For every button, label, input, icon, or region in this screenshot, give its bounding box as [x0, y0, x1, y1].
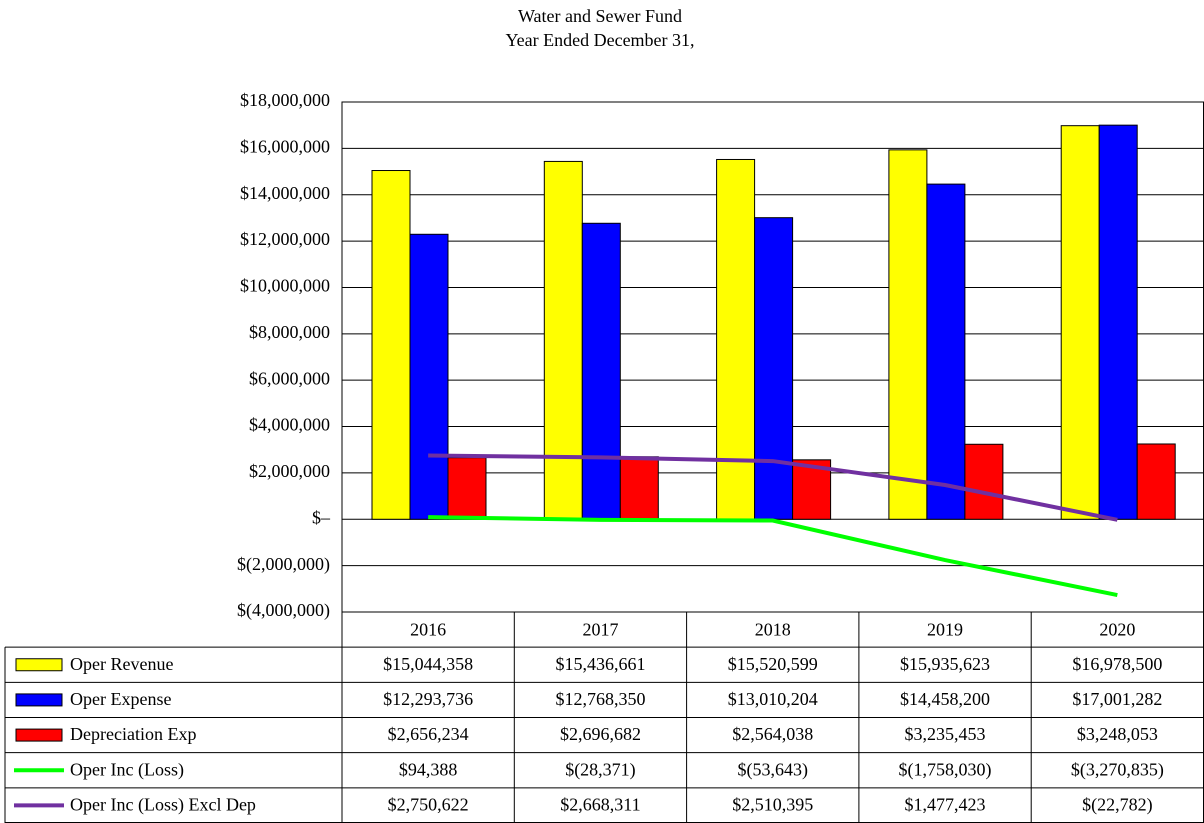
bar: [543, 160, 583, 520]
y-tick-label: $2,000,000: [249, 461, 330, 481]
table-value: $(3,270,835): [1071, 759, 1164, 780]
table-value: $2,564,038: [732, 724, 813, 744]
y-tick-label: $(4,000,000): [237, 600, 330, 621]
chart-subtitle: Year Ended December 31,: [505, 30, 694, 50]
y-tick-label: $12,000,000: [240, 229, 330, 249]
table-value: $(53,643): [738, 759, 809, 780]
y-tick-label: $14,000,000: [240, 183, 330, 203]
bar: [447, 457, 487, 520]
x-tick-label: 2019: [927, 620, 963, 640]
bar: [888, 149, 928, 520]
x-tick-label: 2017: [582, 620, 618, 640]
line-series: [428, 453, 1118, 522]
table-value: $2,510,395: [732, 795, 813, 815]
table-value: $1,477,423: [905, 795, 986, 815]
table-value: $15,935,623: [900, 654, 990, 674]
bar: [716, 158, 756, 520]
y-tick-label: $10,000,000: [240, 276, 330, 296]
table-value: $2,750,622: [388, 795, 469, 815]
table-value: $(22,782): [1082, 795, 1153, 816]
table-value: $3,248,053: [1077, 724, 1158, 744]
y-tick-label: $16,000,000: [240, 136, 330, 156]
y-tick-label: $–: [312, 507, 331, 527]
table-value: $14,458,200: [900, 689, 990, 709]
table-value: $2,656,234: [388, 724, 469, 744]
bar: [409, 233, 449, 520]
bar: [619, 456, 659, 520]
bar: [754, 217, 794, 520]
table-value: $3,235,453: [905, 724, 986, 744]
chart-title: Water and Sewer Fund: [518, 6, 682, 26]
bar: [926, 183, 966, 520]
table-value: $94,388: [399, 759, 458, 779]
legend-swatch: [15, 658, 63, 672]
y-tick-label: $6,000,000: [249, 368, 330, 388]
table-value: $(28,371): [565, 759, 636, 780]
line-series: [428, 515, 1118, 598]
legend-label: Oper Expense: [70, 689, 171, 709]
legend-label: Oper Inc (Loss) Excl Dep: [70, 795, 256, 816]
x-tick-label: 2016: [410, 620, 446, 640]
y-tick-label: $(2,000,000): [237, 554, 330, 575]
table-value: $15,520,599: [728, 654, 818, 674]
table-value: $12,293,736: [383, 689, 473, 709]
bar: [1098, 124, 1138, 520]
y-tick-label: $18,000,000: [240, 90, 330, 110]
y-tick-label: $8,000,000: [249, 322, 330, 342]
table-value: $(1,758,030): [899, 759, 992, 780]
legend-swatch: [15, 693, 63, 707]
legend-label: Depreciation Exp: [70, 724, 196, 744]
legend-label: Oper Inc (Loss): [70, 759, 184, 780]
x-tick-label: 2020: [1099, 620, 1135, 640]
table-value: $13,010,204: [728, 689, 818, 709]
table-value: $17,001,282: [1072, 689, 1162, 709]
legend-label: Oper Revenue: [70, 654, 173, 674]
table-value: $2,696,682: [560, 724, 641, 744]
legend-swatch: [15, 728, 63, 742]
table-value: $15,436,661: [555, 654, 645, 674]
bar: [581, 222, 621, 520]
y-tick-label: $4,000,000: [249, 415, 330, 435]
x-tick-label: 2018: [755, 620, 791, 640]
bar: [371, 170, 411, 520]
bar: [964, 443, 1004, 520]
table-value: $15,044,358: [383, 654, 473, 674]
bar: [1060, 125, 1100, 520]
table-value: $2,668,311: [560, 795, 640, 815]
table-value: $16,978,500: [1072, 654, 1162, 674]
table-value: $12,768,350: [555, 689, 645, 709]
bar: [1136, 443, 1176, 520]
